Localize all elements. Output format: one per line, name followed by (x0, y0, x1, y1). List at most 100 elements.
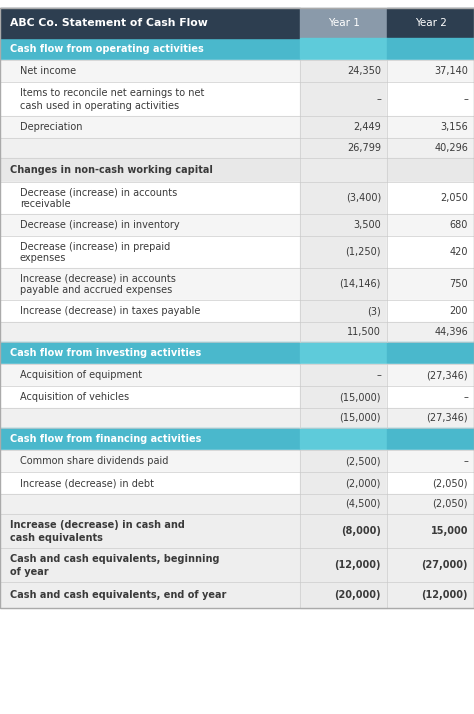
Bar (0, 408, 474, 428)
Bar (300, 450, 387, 472)
Bar (0, 548, 474, 582)
Bar (0, 158, 474, 182)
Bar (387, 236, 474, 268)
Bar (0, 322, 474, 342)
Bar (300, 182, 387, 214)
Text: (27,346): (27,346) (427, 413, 468, 423)
Bar (300, 582, 387, 608)
Bar (0, 514, 474, 548)
Bar (387, 408, 474, 428)
Bar (300, 472, 387, 494)
Bar (300, 8, 387, 38)
Bar (300, 158, 387, 182)
Text: 420: 420 (449, 247, 468, 257)
Bar (387, 514, 474, 548)
Text: 2,449: 2,449 (353, 122, 381, 132)
Text: (12,000): (12,000) (335, 560, 381, 570)
Text: 44,396: 44,396 (434, 327, 468, 337)
Text: payable and accrued expenses: payable and accrued expenses (20, 286, 172, 296)
Bar (387, 494, 474, 514)
Bar (0, 82, 474, 116)
Bar (0, 342, 474, 364)
Text: 15,000: 15,000 (430, 526, 468, 536)
Bar (387, 428, 474, 450)
Bar (387, 158, 474, 182)
Text: (2,000): (2,000) (346, 478, 381, 488)
Bar (387, 386, 474, 408)
Text: Depreciation: Depreciation (20, 122, 82, 132)
Bar (387, 342, 474, 364)
Text: –: – (463, 392, 468, 402)
Bar (387, 60, 474, 82)
Text: (15,000): (15,000) (339, 392, 381, 402)
Bar (387, 582, 474, 608)
Bar (300, 116, 387, 138)
Text: (27,000): (27,000) (421, 560, 468, 570)
Text: Increase (decrease) in accounts: Increase (decrease) in accounts (20, 273, 176, 283)
Bar (387, 322, 474, 342)
Bar (300, 214, 387, 236)
Text: Cash and cash equivalents, beginning: Cash and cash equivalents, beginning (10, 554, 219, 564)
Text: Net income: Net income (20, 66, 76, 76)
Bar (387, 450, 474, 472)
Text: –: – (376, 94, 381, 104)
Text: 24,350: 24,350 (347, 66, 381, 76)
Text: (4,500): (4,500) (346, 499, 381, 509)
Text: –: – (376, 370, 381, 380)
Bar (0, 214, 474, 236)
Bar (300, 494, 387, 514)
Text: Acquisition of vehicles: Acquisition of vehicles (20, 392, 129, 402)
Bar (0, 364, 474, 386)
Text: 11,500: 11,500 (347, 327, 381, 337)
Bar (0, 182, 474, 214)
Text: Decrease (increase) in prepaid: Decrease (increase) in prepaid (20, 241, 170, 251)
Text: (1,250): (1,250) (346, 247, 381, 257)
Text: of year: of year (10, 567, 49, 577)
Bar (387, 268, 474, 300)
Bar (300, 38, 387, 60)
Text: 26,799: 26,799 (347, 143, 381, 153)
Text: 3,500: 3,500 (353, 220, 381, 230)
Text: 680: 680 (450, 220, 468, 230)
Bar (300, 548, 387, 582)
Bar (0, 494, 474, 514)
Text: (15,000): (15,000) (339, 413, 381, 423)
Bar (300, 364, 387, 386)
Bar (387, 182, 474, 214)
Text: Decrease (increase) in accounts: Decrease (increase) in accounts (20, 188, 177, 198)
Bar (0, 8, 300, 38)
Bar (387, 116, 474, 138)
Text: ABC Co. Statement of Cash Flow: ABC Co. Statement of Cash Flow (10, 18, 208, 28)
Text: 750: 750 (449, 279, 468, 289)
Bar (300, 408, 387, 428)
Bar (300, 82, 387, 116)
Bar (0, 472, 474, 494)
Text: 2,050: 2,050 (440, 193, 468, 203)
Bar (300, 386, 387, 408)
Bar (0, 428, 474, 450)
Text: Year 1: Year 1 (328, 18, 359, 28)
Bar (387, 82, 474, 116)
Bar (387, 38, 474, 60)
Text: (3): (3) (367, 306, 381, 316)
Text: Decrease (increase) in inventory: Decrease (increase) in inventory (20, 220, 180, 230)
Text: Cash flow from financing activities: Cash flow from financing activities (10, 434, 201, 444)
Text: (2,050): (2,050) (432, 478, 468, 488)
Bar (0, 236, 474, 268)
Bar (387, 300, 474, 322)
Text: Items to reconcile net earnings to net: Items to reconcile net earnings to net (20, 89, 204, 99)
Bar (0, 8, 474, 608)
Text: Increase (decrease) in debt: Increase (decrease) in debt (20, 478, 154, 488)
Text: Increase (decrease) in cash and: Increase (decrease) in cash and (10, 521, 185, 531)
Text: (2,500): (2,500) (346, 456, 381, 466)
Text: Changes in non-cash working capital: Changes in non-cash working capital (10, 165, 213, 175)
Text: Cash flow from investing activities: Cash flow from investing activities (10, 348, 201, 358)
Text: (2,050): (2,050) (432, 499, 468, 509)
Text: 200: 200 (449, 306, 468, 316)
Text: –: – (463, 456, 468, 466)
Text: Cash and cash equivalents, end of year: Cash and cash equivalents, end of year (10, 590, 227, 600)
Text: 40,296: 40,296 (434, 143, 468, 153)
Text: Increase (decrease) in taxes payable: Increase (decrease) in taxes payable (20, 306, 201, 316)
Text: Common share dividends paid: Common share dividends paid (20, 456, 168, 466)
Bar (300, 300, 387, 322)
